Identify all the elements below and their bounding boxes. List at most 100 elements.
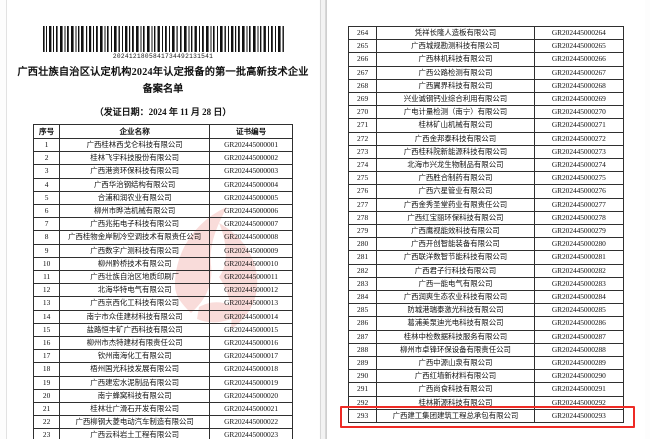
- table-row[interactable]: 283 广西一能电气有限公司 GR202445000283: [347, 276, 625, 292]
- table-row[interactable]: 7 广西兆拓电子科技有限公司 GR202445000007: [32, 217, 293, 232]
- table-row[interactable]: 5 合浦和润农业有限公司 GR202445000005: [32, 190, 293, 206]
- row-index: 290: [347, 369, 378, 384]
- row-certificate-number: GR202445000284: [533, 290, 625, 305]
- table-row[interactable]: 291 广西尚食科技有限公司 GR202445000291: [347, 382, 625, 397]
- row-index: 9: [32, 243, 61, 258]
- table-row[interactable]: 272 广西金邦泰科技有限公司 GR202445000272: [347, 131, 625, 146]
- table-row[interactable]: 21 桂林壮广滑石开发有限公司 GR202445000021: [32, 402, 293, 417]
- row-certificate-number: GR202445000006: [209, 204, 293, 219]
- row-certificate-number: GR202445000274: [533, 158, 625, 173]
- table-row[interactable]: 3 广西港资环保科技有限公司 GR202445000003: [32, 164, 293, 179]
- table-row[interactable]: 1 广西桂林西戈仑科技有限公司 GR202445000001: [32, 137, 293, 153]
- row-certificate-number: GR202445000003: [209, 164, 293, 179]
- row-enterprise-name: 柳州市卓锋环保设备有限责任公司: [376, 342, 535, 358]
- table-row[interactable]: 285 防城港瑞泰激光科技有限公司 GR202445000285: [347, 303, 625, 318]
- table-row[interactable]: 282 广西君子行科技有限公司 GR202445000282: [347, 263, 625, 278]
- row-certificate-number: GR202445000280: [533, 237, 625, 252]
- table-row[interactable]: 287 桂林中检数据科技服务有限公司 GR202445000287: [347, 329, 625, 344]
- table-row[interactable]: 290 广西红墙新材料有限公司 GR202445000290: [347, 369, 625, 384]
- table-row[interactable]: 278 广西红宝丽环保科技有限公司 GR202445000278: [347, 210, 625, 226]
- row-enterprise-name: 广西城规勘测科技有限公司: [376, 39, 535, 54]
- table-row[interactable]: 275 广西胜合制药有限公司 GR202445000275: [347, 171, 625, 186]
- table-row[interactable]: 10 柳州黔桥技术有限公司 GR202445000010: [32, 256, 293, 272]
- row-enterprise-name: 广西桂物金岸制冷空调技术有限责任公司: [59, 230, 211, 245]
- row-index: 291: [347, 382, 378, 397]
- table-row[interactable]: 16 柳州市杰特建材有限责任公司 GR202445000016: [32, 336, 293, 351]
- row-enterprise-name: 广西公路检测有限公司: [376, 65, 535, 80]
- enterprise-table-left: 序号 企业名称 证书编号 1 广西桂林西戈仑科技有限公司 GR20244500000…: [32, 124, 293, 439]
- row-enterprise-name: 广西林机科技有限公司: [376, 52, 535, 67]
- table-row[interactable]: 271 桂林矿山机械有限公司 GR202445000271: [347, 118, 625, 133]
- table-row[interactable]: 20 南宁蜂窝科技有限公司 GR202445000020: [32, 388, 293, 404]
- table-row[interactable]: 23 广西云科岩土工程有限公司 GR202445000023: [32, 428, 293, 439]
- table-row[interactable]: 273 广西桂科院新能源科技有限公司 GR202445000273: [347, 144, 625, 160]
- table-body-right: 264 凭祥长隆人造板有限公司 GR202445000264 265 广西城规勘测科技有…: [347, 25, 625, 424]
- table-row[interactable]: 274 北海市兴龙生物制品有限公司 GR202445000274: [347, 158, 625, 173]
- row-certificate-number: GR202445000011: [209, 270, 293, 285]
- table-row[interactable]: 289 广西中源山泉有限公司 GR202445000289: [347, 356, 625, 371]
- row-enterprise-name: 广西中源山泉有限公司: [376, 356, 535, 371]
- table-row[interactable]: 18 梧州国光科技发展有限公司 GR202445000018: [32, 362, 293, 377]
- row-index: 283: [347, 276, 378, 292]
- row-certificate-number: GR202445000021: [209, 402, 293, 417]
- row-certificate-number: GR202445000002: [209, 151, 293, 166]
- table-row[interactable]: 269 兴业诚钢钙业综合利用有限公司 GR202445000269: [347, 92, 625, 107]
- row-enterprise-name: 广西尚食科技有限公司: [376, 382, 535, 397]
- table-row[interactable]: 286 葛浦美泵迪光电科技有限公司 GR202445000286: [347, 316, 625, 331]
- row-index: 11: [32, 270, 61, 285]
- table-row[interactable]: 268 广西翼界科技有限公司 GR202445000268: [347, 78, 625, 94]
- row-index: 284: [347, 290, 378, 305]
- row-enterprise-name: 广西华治钢结构有限公司: [59, 177, 211, 192]
- row-index: 276: [347, 184, 378, 199]
- table-row[interactable]: 293 广西建工集团建筑工程总承包有限公司 GR202445000293: [347, 408, 625, 424]
- row-enterprise-name: 广西一能电气有限公司: [376, 276, 535, 292]
- row-index: 275: [347, 171, 378, 186]
- row-certificate-number: GR202445000022: [209, 415, 293, 430]
- table-row[interactable]: 265 广西城规勘测科技有限公司 GR202445000265: [347, 39, 625, 54]
- row-index: 280: [347, 237, 378, 252]
- row-certificate-number: GR202445000008: [209, 230, 293, 245]
- row-index: 288: [347, 342, 378, 358]
- table-row[interactable]: 13 广西京西化工科技有限公司 GR202445000013: [32, 296, 293, 311]
- table-row[interactable]: 264 凭祥长隆人造板有限公司 GR202445000264: [347, 25, 625, 41]
- table-row[interactable]: 266 广西林机科技有限公司 GR202445000266: [347, 52, 625, 67]
- row-certificate-number: GR202445000015: [209, 322, 293, 338]
- row-index: 18: [32, 362, 61, 377]
- table-row[interactable]: 11 广西壮族自治区地质印刷厂 GR202445000011: [32, 270, 293, 285]
- table-row[interactable]: 9 广西数字广测科技有限公司 GR202445000009: [32, 243, 293, 258]
- table-row[interactable]: 15 盐路恒丰矿广西科技有限公司 GR202445000015: [32, 322, 293, 338]
- table-row[interactable]: 288 柳州市卓锋环保设备有限责任公司 GR202445000288: [347, 342, 625, 358]
- table-row[interactable]: 276 广西六星管业有限公司 GR202445000276: [347, 184, 625, 199]
- table-row[interactable]: 280 广西开创智能装备有限公司 GR202445000280: [347, 237, 625, 252]
- table-row[interactable]: 19 广西建宏水泥制品有限公司 GR202445000019: [32, 375, 293, 390]
- row-certificate-number: GR202445000010: [209, 256, 293, 272]
- table-row[interactable]: 270 广电计量检测（南宁）有限公司 GR202445000270: [347, 105, 625, 120]
- table-row[interactable]: 8 广西桂物金岸制冷空调技术有限责任公司 GR202445000008: [32, 230, 293, 245]
- row-certificate-number: GR202445000004: [209, 177, 293, 192]
- table-row[interactable]: 284 广西润爽生态农业科技有限公司 GR202445000284: [347, 290, 625, 305]
- row-index: 16: [32, 336, 61, 351]
- table-row[interactable]: 14 南宁市众佳建材科技有限公司 GR202445000014: [32, 309, 293, 324]
- row-index: 17: [32, 349, 61, 364]
- row-certificate-number: GR202445000018: [209, 362, 293, 377]
- table-row[interactable]: 6 柳州市晔浩机械有限公司 GR202445000006: [32, 204, 293, 219]
- table-row[interactable]: 17 钦州南海化工有限公司 GR202445000017: [32, 349, 293, 364]
- table-row[interactable]: 12 北海华特电气有限公司 GR202445000012: [32, 283, 293, 298]
- table-row[interactable]: 292 桂林斯源科技有限公司 GR202445000292: [347, 395, 625, 410]
- row-index: 292: [347, 395, 378, 410]
- row-enterprise-name: 广西云科岩土工程有限公司: [59, 428, 211, 439]
- table-row[interactable]: 281 广西联洋数智节能科技有限公司 GR202445000281: [347, 250, 625, 265]
- row-certificate-number: GR202445000277: [533, 197, 625, 212]
- table-row[interactable]: 277 广西金秀圣堂药业有限责任公司 GR202445000277: [347, 197, 625, 212]
- table-row[interactable]: 279 广西鹰视能效科技有限公司 GR202445000279: [347, 224, 625, 239]
- row-index: 15: [32, 322, 61, 338]
- row-index: 268: [347, 78, 378, 94]
- row-enterprise-name: 广西君子行科技有限公司: [376, 263, 535, 278]
- table-row[interactable]: 4 广西华治钢结构有限公司 GR202445000004: [32, 177, 293, 192]
- table-row[interactable]: 267 广西公路检测有限公司 GR202445000267: [347, 65, 625, 80]
- table-row[interactable]: 22 广西柳钢大菱电动汽车制造有限公司 GR202445000022: [32, 415, 293, 430]
- row-enterprise-name: 南宁蜂窝科技有限公司: [59, 388, 211, 404]
- row-index: 274: [347, 158, 378, 173]
- table-row[interactable]: 2 桂林飞宇科技股份有限公司 GR202445000002: [32, 151, 293, 166]
- row-certificate-number: GR202445000290: [533, 369, 625, 384]
